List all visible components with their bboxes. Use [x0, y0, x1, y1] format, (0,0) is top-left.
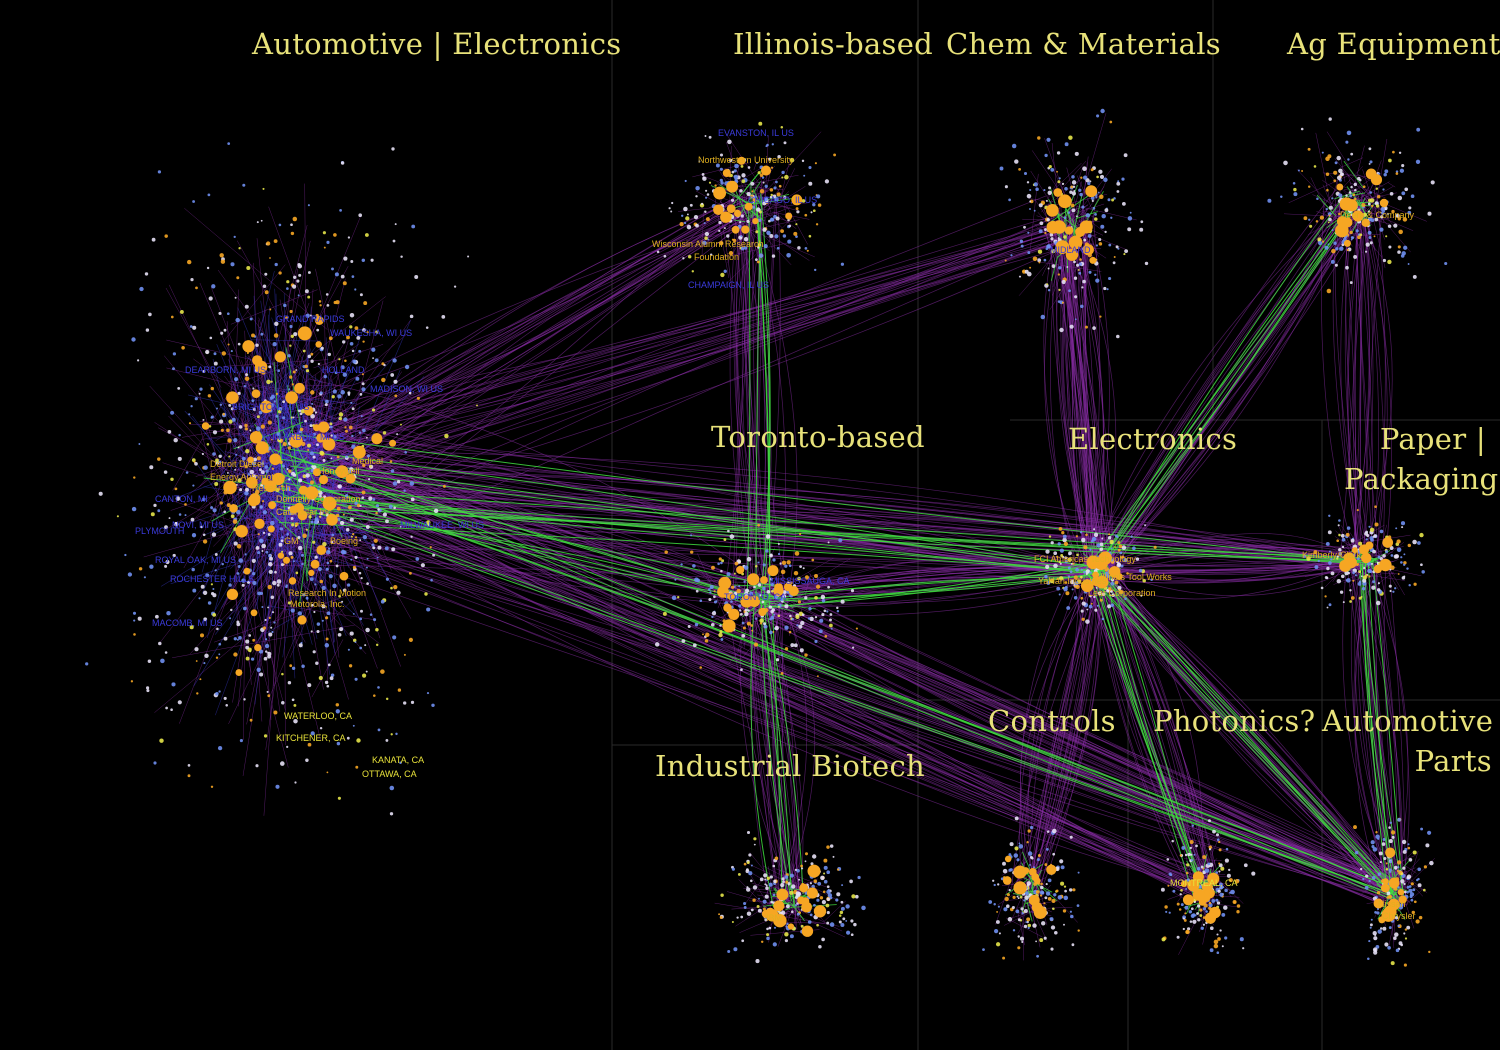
cluster-label-photonics: Photonics? — [1153, 704, 1316, 738]
node-label-kanata: KANATA, CA — [372, 755, 424, 765]
node-label-energy-auto: Energy Automotive — [210, 472, 286, 482]
cluster-label-automotive-electronics: Automotive | Electronics — [252, 27, 622, 61]
node-label-detroit-diesel: Detroit Diesel — [210, 459, 264, 469]
node-label-brighton: BRIGHTON, MI US — [232, 402, 309, 412]
node-label-midland: MIDLAND — [1050, 245, 1091, 255]
node-label-ann-arbor: ANN ARBOR, MI US — [262, 432, 345, 442]
cluster-label-paper-packaging: Paper | Packaging — [1344, 419, 1499, 499]
node-label-chicago: CHICAGO, IL US — [748, 195, 817, 205]
node-label-boeing: Boeing — [330, 536, 358, 546]
node-label-ibm: IBM — [766, 913, 782, 923]
node-label-honeywell: Honeywell — [318, 466, 360, 476]
node-labels: GRAND RAPIDS WAUKESHA, WI US DEARBORN, M… — [135, 128, 1416, 923]
node-label-kitchener: KITCHENER, CA — [276, 733, 346, 743]
node-label-champaign: CHAMPAIGN, IL US — [688, 280, 769, 290]
cluster-label-automotive-parts: Automotive Parts — [1322, 701, 1494, 781]
node-label-novi: NOVI, MI US — [172, 520, 224, 530]
cluster-label-paper-line2: Packaging — [1344, 462, 1499, 496]
node-label-fci: FCI Americas Technology — [1034, 554, 1136, 564]
node-label-lear: Lear Corporation — [1088, 588, 1156, 598]
node-label-gm: GM — [284, 536, 299, 546]
node-label-royal-oak: ROYAL OAK, MI US — [155, 555, 236, 565]
node-label-research: Research — [252, 483, 291, 493]
cluster-label-toronto: Toronto-based — [711, 420, 925, 454]
node-label-caterpillar: Caterpillar Inc. — [276, 507, 334, 517]
cluster-label-electronics: Electronics — [1068, 422, 1238, 456]
node-label-waterloo: WATERLOO, CA — [284, 711, 352, 721]
network-nodes — [85, 108, 1448, 967]
node-label-kimberly: Kimberly-Clark — [1302, 550, 1362, 560]
cluster-label-controls: Controls — [988, 704, 1116, 738]
node-label-montreal: MONTREAL, CA — [1170, 878, 1238, 888]
node-label-warf1: Wisconsin Alumni Research — [652, 239, 764, 249]
cluster-label-industrial-biotech: Industrial Biotech — [655, 749, 926, 783]
cluster-label-ag-equipment: Ag Equipment — [1287, 27, 1500, 61]
cluster-label-paper-line1: Paper | — [1379, 422, 1486, 456]
node-label-macomb: MACOMB, MI US — [152, 618, 223, 628]
node-label-rim: Research In Motion — [288, 588, 366, 598]
node-label-madison: MADISON, WI US — [370, 384, 443, 394]
node-label-dearborn: DEARBORN, MI US — [185, 365, 266, 375]
node-label-deere: Deere & Company — [1340, 210, 1415, 220]
node-label-holland: HOLLAND — [322, 365, 365, 375]
node-label-yahan: YaHan Industries — [1038, 576, 1107, 586]
cluster-label-autoparts-line2: Parts — [1414, 744, 1492, 778]
green-edges — [203, 160, 1411, 924]
node-label-ottawa: OTTAWA, CA — [362, 769, 417, 779]
cluster-label-illinois: Illinois-based — [733, 27, 934, 61]
node-label-waukesha: WAUKESHA, WI US — [330, 328, 412, 338]
node-label-rochester: ROCHESTER HILLS — [170, 574, 254, 584]
node-label-motorola: Motorola, Inc. — [290, 599, 345, 609]
node-label-medical: Medical — [352, 456, 383, 466]
node-label-nissan: Nissan — [1378, 899, 1406, 909]
node-label-chrysler: Chrysler — [1382, 911, 1416, 921]
node-label-plymouth: PLYMOUTH — [135, 526, 184, 536]
node-label-toronto: TORONTO, CA — [724, 592, 786, 602]
node-label-donnelly: Donnelly Corporation — [276, 494, 361, 504]
cluster-label-autoparts-line1: Automotive — [1322, 704, 1494, 738]
node-label-warf2: Foundation — [694, 252, 739, 262]
node-label-grand-rapids: GRAND RAPIDS — [276, 314, 345, 324]
node-label-milwaukee: MILWAUKEE, WI US — [400, 520, 484, 530]
node-label-mississauga: MISSISSAUGA, CA — [770, 576, 850, 586]
node-label-itw: Illinois Tool Works — [1100, 572, 1172, 582]
node-label-canton: CANTON, MI — [155, 494, 208, 504]
node-label-evanston: EVANSTON, IL US — [718, 128, 794, 138]
node-label-northwestern: Northwestern University — [698, 155, 794, 165]
cluster-label-chem-materials: Chem & Materials — [946, 27, 1221, 61]
